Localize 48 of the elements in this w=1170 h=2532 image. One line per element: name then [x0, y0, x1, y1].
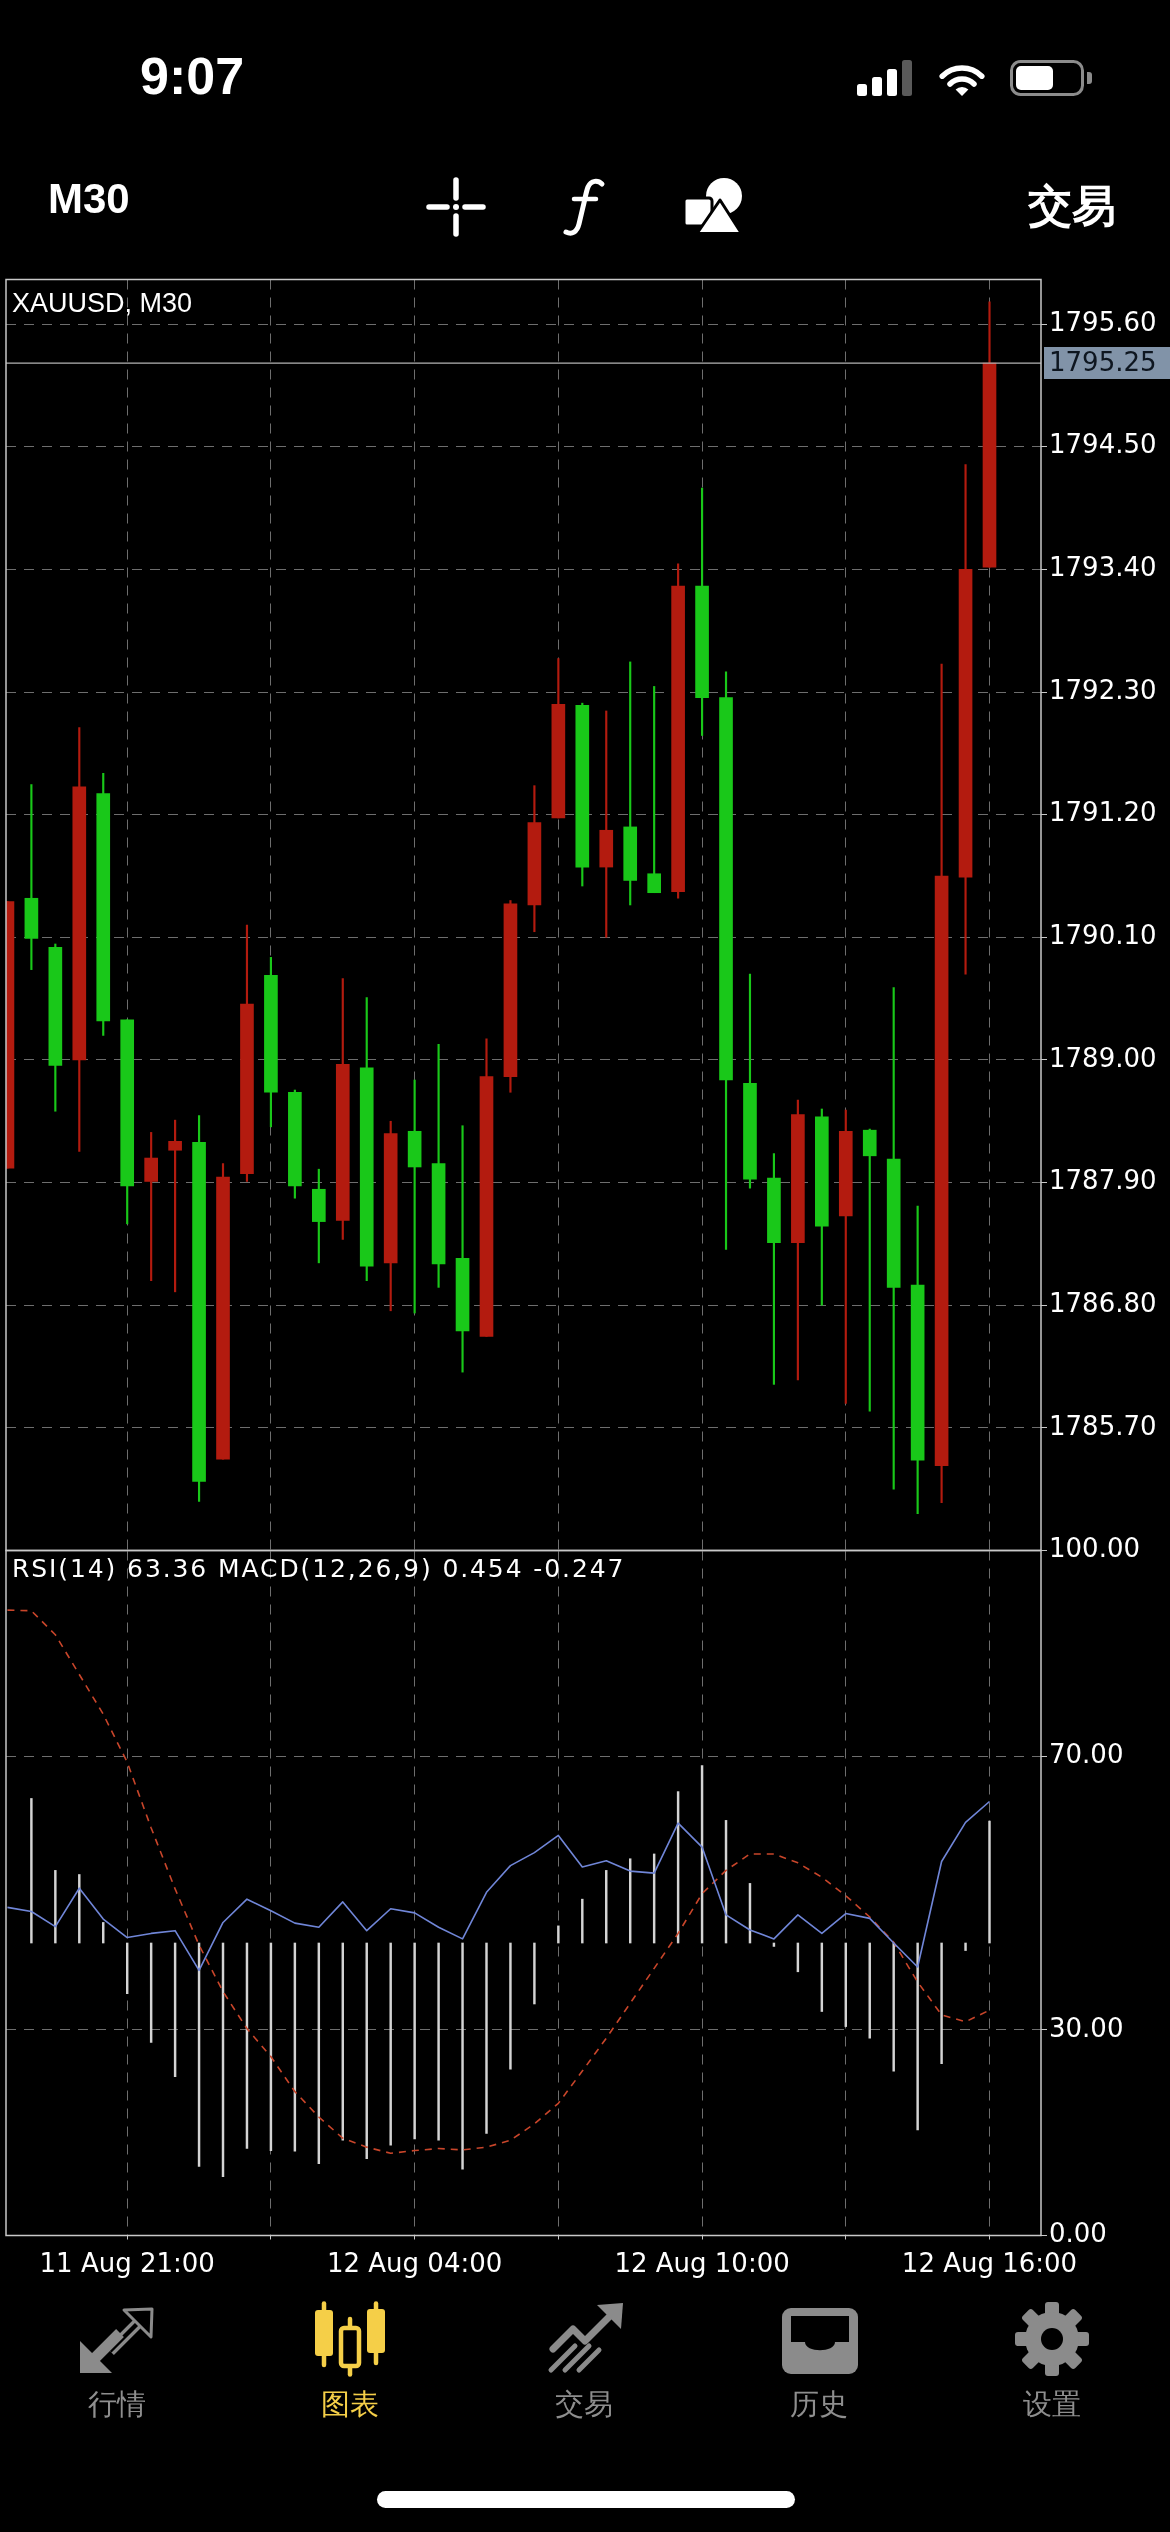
y-tick-label: 1792.30 — [1049, 674, 1157, 705]
y-tick-label: 1786.80 — [1049, 1287, 1157, 1318]
y-tick-label: 30.00 — [1049, 2012, 1124, 2043]
bar — [461, 1942, 464, 2170]
y-tick-label: 1795.60 — [1049, 306, 1157, 337]
text: 设置 — [1023, 2387, 1081, 2421]
y-tick-label: 1787.90 — [1049, 1165, 1157, 1196]
y-tick-label: 100.00 — [1049, 1533, 1140, 1564]
ref-line-label: 1795.25 — [1049, 346, 1157, 377]
x-tick-label: 12 Aug 10:00 — [614, 2247, 790, 2278]
y-tick-label: 1794.50 — [1049, 429, 1157, 460]
y-tick-label: 0.00 — [1049, 2218, 1107, 2249]
text: 图表 — [321, 2387, 379, 2421]
text: M30 — [48, 175, 130, 222]
bar — [940, 1942, 943, 2064]
text: 行情 — [87, 2387, 146, 2421]
bar — [485, 1942, 488, 2134]
bar — [54, 1870, 57, 1944]
x-tick-label: 11 Aug 21:00 — [39, 2247, 215, 2278]
chart-title: RSI(14) 63.36 MACD(12,26,9) 0.454 -0.247 — [12, 1554, 626, 1583]
bar — [916, 1942, 919, 2131]
bar — [365, 1942, 368, 2160]
candlestick — [455, 1125, 470, 1373]
bar — [964, 1942, 967, 1951]
y-tick-label: 1790.10 — [1049, 920, 1157, 951]
bar — [581, 1898, 584, 1944]
x-tick-label: 12 Aug 16:00 — [901, 2247, 1078, 2278]
bar — [389, 1942, 392, 2146]
y-tick-label: 1793.40 — [1049, 552, 1157, 583]
bar — [30, 1798, 33, 1944]
text: 交易 — [555, 2387, 613, 2421]
x-tick-label: 12 Aug 04:00 — [326, 2247, 503, 2278]
y-tick-label: 70.00 — [1049, 1738, 1124, 1769]
chart-title: XAUUSD, M30 — [12, 288, 193, 318]
text: 9:07 — [140, 47, 245, 105]
y-tick-label: 1791.20 — [1049, 797, 1157, 828]
bar — [892, 1942, 895, 2072]
bar — [988, 1820, 991, 1944]
bar — [557, 1925, 560, 1944]
bar — [437, 1942, 440, 2141]
bar — [533, 1942, 536, 2005]
bar — [78, 1874, 81, 1944]
bar — [413, 1942, 416, 2140]
y-tick-label: 1789.00 — [1049, 1042, 1157, 1073]
text: 交易 — [1028, 180, 1116, 231]
bar — [509, 1942, 512, 2070]
text: 历史 — [790, 2387, 848, 2421]
y-tick-label: 1785.70 — [1049, 1410, 1157, 1441]
